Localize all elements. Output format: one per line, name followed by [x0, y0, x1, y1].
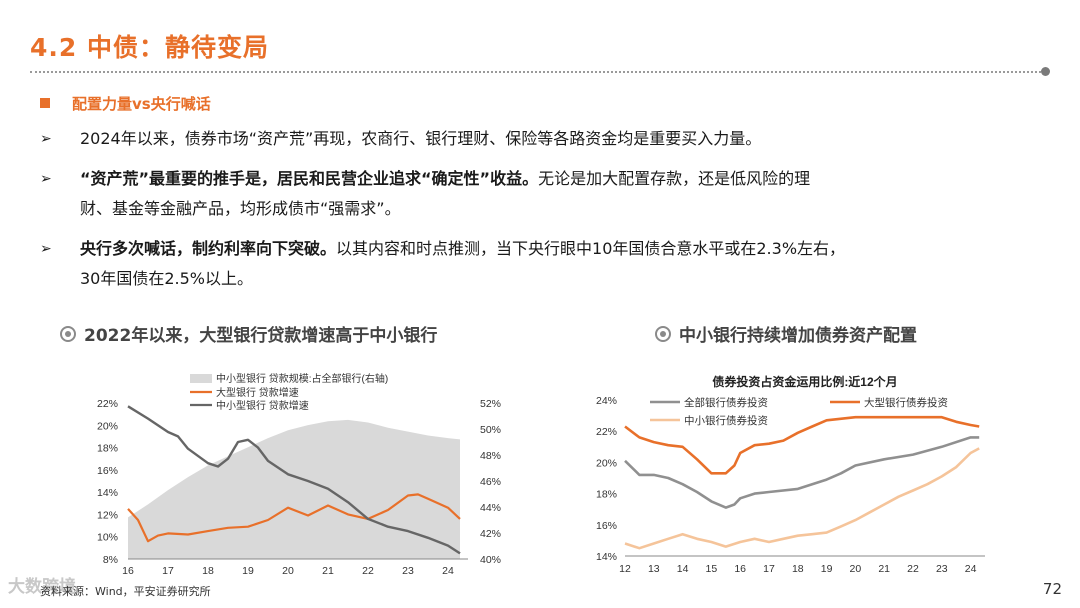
y-left-tick-label: 22%	[97, 398, 118, 410]
y-right-tick-label: 40%	[480, 554, 501, 566]
y-right-tick-label: 42%	[480, 528, 501, 540]
right-figure-title: 中小银行持续增加债券资产配置	[655, 321, 917, 346]
x-tick-label: 24	[442, 565, 454, 577]
y-right-tick-label: 48%	[480, 450, 501, 462]
x-tick-label: 22	[907, 563, 919, 575]
circle-marker-icon	[60, 326, 76, 342]
page-number: 72	[1042, 580, 1062, 598]
x-tick-label: 23	[936, 563, 948, 575]
y-left-tick-label: 10%	[97, 532, 118, 544]
x-tick-label: 17	[763, 563, 775, 575]
y-left-tick-label: 18%	[97, 443, 118, 455]
x-tick-label: 19	[821, 563, 833, 575]
arrow-bullet-icon: ➢	[40, 241, 52, 257]
x-tick-label: 22	[362, 565, 374, 577]
square-bullet-icon	[40, 98, 50, 108]
arrow-bullet-icon: ➢	[40, 171, 52, 187]
bullet-1-text: 2024年以来，债券市场“资产荒”再现，农商行、银行理财、保险等各路资金均是重要…	[80, 129, 762, 148]
right-chart: 债券投资占资金运用比例:近12个月 24% 22% 20% 18% 16% 14%12 13 1…	[596, 374, 985, 575]
section-subheading: 配置力量vs央行喊话	[40, 93, 211, 114]
x-tick-label: 13	[648, 563, 660, 575]
x-tick-label: 14	[677, 563, 689, 575]
series-area-small-bank-share	[128, 419, 460, 559]
y-left-tick-label: 20%	[97, 420, 118, 432]
circle-marker-icon	[655, 326, 671, 342]
x-tick-label: 16	[122, 565, 134, 577]
bullet-2-text: 无论是加大配置存款，还是低风险的理	[538, 169, 811, 188]
x-tick-label: 16	[734, 563, 746, 575]
bullet-2-bold: “资产荒”最重要的推手是，居民和民营企业追求“确定性”收益。	[80, 169, 539, 188]
title-divider	[30, 71, 1045, 73]
x-tick-label: 23	[402, 565, 414, 577]
series-line-all-banks	[624, 436, 980, 509]
subheading-text: 配置力量vs央行喊话	[72, 95, 211, 113]
slide-title: 4.2 中债：静待变局	[30, 33, 269, 62]
legend-label: 全部银行债券投资	[684, 396, 768, 409]
y-tick-label: 18%	[596, 489, 617, 501]
bullet-3-text: 以其内容和时点推测，当下央行眼中10年国债合意水平或在2.3%左右，	[336, 239, 846, 258]
series-line-large-banks	[624, 415, 980, 475]
y-tick-label: 14%	[596, 551, 617, 563]
x-tick-label: 17	[162, 565, 174, 577]
y-right-tick-label: 52%	[480, 398, 501, 410]
x-tick-label: 12	[619, 563, 631, 575]
left-chart: 22% 20% 18% 16% 14% 12% 10% 8% 52% 50% 48% 46% 44% 42…	[97, 372, 501, 577]
bullet-2-line2: 财、基金等金融产品，均形成债市“强需求”。	[80, 199, 401, 218]
bullet-3-line2: 30年国债在2.5%以上。	[80, 269, 254, 288]
x-tick-label: 18	[792, 563, 804, 575]
y-tick-label: 20%	[596, 457, 617, 469]
legend-label: 中小型银行 贷款规模:占全部银行(右轴)	[216, 372, 388, 385]
y-left-tick-label: 12%	[97, 509, 118, 521]
legend-label: 中小银行债券投资	[684, 414, 768, 427]
title-divider-dot	[1041, 67, 1050, 76]
watermark: 大数跨境	[8, 577, 76, 597]
y-tick-label: 22%	[596, 426, 617, 438]
series-line-large-bank-loan-growth	[127, 493, 461, 543]
x-tick-label: 15	[706, 563, 718, 575]
series-line-small-banks	[624, 447, 980, 550]
x-tick-label: 24	[965, 563, 977, 575]
y-tick-label: 24%	[596, 395, 617, 407]
legend-label: 大型银行债券投资	[864, 396, 948, 409]
series-line-small-bank-loan-growth	[127, 405, 461, 555]
left-figure-title: 2022年以来，大型银行贷款增速高于中小银行	[60, 321, 437, 346]
x-tick-label: 18	[202, 565, 214, 577]
y-right-tick-label: 46%	[480, 476, 501, 488]
x-tick-label: 21	[878, 563, 890, 575]
y-left-tick-label: 16%	[97, 465, 118, 477]
x-tick-label: 20	[282, 565, 294, 577]
source-note: 资料来源：Wind，平安证券研究所	[40, 585, 211, 598]
y-left-tick-label: 14%	[97, 487, 118, 499]
x-tick-label: 21	[322, 565, 334, 577]
x-tick-label: 19	[242, 565, 254, 577]
y-right-tick-label: 50%	[480, 424, 501, 436]
x-tick-label: 20	[850, 563, 862, 575]
y-right-tick-label: 44%	[480, 502, 501, 514]
legend-label: 中小型银行 贷款增速	[216, 399, 309, 412]
bullet-3-bold: 央行多次喊话，制约利率向下突破。	[80, 239, 337, 258]
y-tick-label: 16%	[596, 520, 617, 532]
arrow-bullet-icon: ➢	[40, 131, 52, 147]
y-left-tick-label: 8%	[103, 554, 118, 566]
legend-swatch-area	[190, 374, 212, 383]
legend-label: 大型银行 贷款增速	[216, 386, 299, 399]
chart-title: 债券投资占资金运用比例:近12个月	[712, 374, 897, 389]
